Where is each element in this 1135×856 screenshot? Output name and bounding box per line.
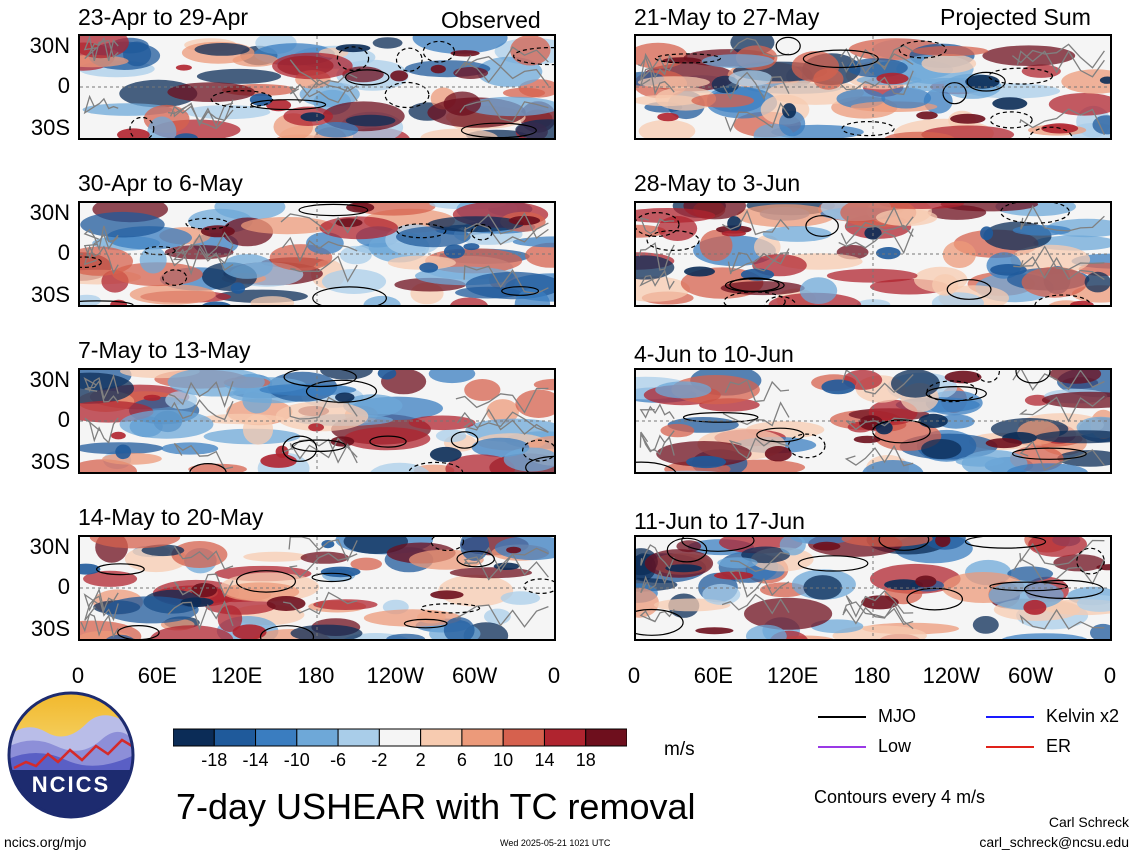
panel-title: 4-Jun to 10-Jun bbox=[634, 341, 794, 367]
legend-line-er bbox=[986, 746, 1034, 748]
y-tick-label: 30N bbox=[29, 33, 70, 58]
colorbar-box bbox=[585, 728, 628, 747]
legend-label-kelvin: Kelvin x2 bbox=[1046, 706, 1120, 726]
colorbar-box bbox=[213, 728, 257, 747]
footer-url: ncics.org/mjo bbox=[4, 834, 87, 850]
y-tick-label: 0 bbox=[57, 73, 70, 98]
map-panel bbox=[78, 368, 556, 474]
y-tick-label: 30S bbox=[30, 616, 70, 641]
colorbar-tick-label: -2 bbox=[371, 750, 388, 770]
panel-title: 30-Apr to 6-May bbox=[78, 170, 243, 196]
colorbar-box bbox=[296, 728, 339, 747]
x-tick-label: 120W bbox=[366, 663, 425, 688]
x-tick-label: 60W bbox=[1008, 663, 1054, 688]
y-tick-label: 0 bbox=[57, 407, 70, 432]
colorbar-tick-label: 18 bbox=[575, 750, 596, 770]
footer-email: carl_schreck@ncsu.edu bbox=[979, 834, 1129, 850]
panel-tag-observed: Observed bbox=[441, 7, 541, 33]
map-panel bbox=[78, 535, 556, 641]
x-tick-label: 0 bbox=[547, 663, 561, 688]
legend-label-er: ER bbox=[1046, 736, 1072, 756]
main-title: 7-day USHEAR with TC removal bbox=[176, 786, 696, 827]
panel-title: 11-Jun to 17-Jun bbox=[634, 508, 805, 534]
y-tick-label: 30S bbox=[30, 282, 70, 307]
y-tick-label: 0 bbox=[57, 574, 70, 599]
contour-note: Contours every 4 m/s bbox=[814, 787, 986, 807]
y-tick-label: 30N bbox=[29, 534, 70, 559]
map-shading bbox=[80, 36, 554, 138]
map-shading bbox=[636, 537, 1110, 639]
colorbar-tick-label: 2 bbox=[415, 750, 426, 770]
colorbar bbox=[172, 728, 628, 753]
colorbar-tick-label: 6 bbox=[456, 750, 467, 770]
x-tick-label: 60E bbox=[137, 663, 177, 688]
y-tick-label: 0 bbox=[57, 240, 70, 265]
y-tick-label: 30S bbox=[30, 115, 70, 140]
map-panel bbox=[634, 201, 1112, 307]
colorbar-box bbox=[420, 728, 463, 747]
logo-text: NCICS bbox=[31, 772, 111, 797]
map-panel bbox=[78, 201, 556, 307]
panel-tag-projected: Projected Sum bbox=[940, 4, 1091, 30]
panel-title: 28-May to 3-Jun bbox=[634, 170, 801, 196]
x-tick-label: 180 bbox=[297, 663, 335, 688]
colorbar-tick-label: 10 bbox=[493, 750, 514, 770]
panel-title: 23-Apr to 29-Apr bbox=[78, 4, 249, 30]
panel-title: 14-May to 20-May bbox=[78, 504, 264, 530]
x-tick-label: 120E bbox=[766, 663, 819, 688]
colorbar-tick-label: 14 bbox=[534, 750, 555, 770]
map-shading bbox=[80, 370, 554, 472]
legend-line-kelvin bbox=[986, 716, 1034, 718]
map-shading bbox=[636, 203, 1110, 305]
map-panel bbox=[78, 34, 556, 140]
map-shading bbox=[636, 36, 1110, 138]
x-tick-label: 0 bbox=[627, 663, 641, 688]
colorbar-box bbox=[461, 728, 504, 747]
legend-label-mjo: MJO bbox=[878, 706, 916, 726]
colorbar-tick-label: -14 bbox=[242, 750, 269, 770]
x-tick-label: 120E bbox=[210, 663, 263, 688]
x-tick-label: 0 bbox=[71, 663, 85, 688]
y-tick-label: 30N bbox=[29, 200, 70, 225]
footer-timestamp: Wed 2025-05-21 1021 UTC bbox=[500, 838, 611, 848]
x-tick-label: 0 bbox=[1103, 663, 1117, 688]
x-tick-label: 180 bbox=[853, 663, 891, 688]
map-panel bbox=[634, 368, 1112, 474]
y-tick-label: 30N bbox=[29, 367, 70, 392]
ncics-logo-icon bbox=[7, 691, 135, 819]
map-panel bbox=[634, 34, 1112, 140]
colorbar-tick-label: -6 bbox=[330, 750, 347, 770]
legend-line-mjo bbox=[818, 716, 866, 718]
colorbar-box bbox=[378, 728, 422, 747]
legend-label-low: Low bbox=[878, 736, 912, 756]
map-panel bbox=[634, 535, 1112, 641]
colorbar-tick-label: -18 bbox=[201, 750, 228, 770]
x-tick-label: 60W bbox=[452, 663, 498, 688]
colorbar-tick-label: -10 bbox=[283, 750, 310, 770]
panel-title: 7-May to 13-May bbox=[78, 337, 251, 363]
x-tick-label: 60E bbox=[693, 663, 733, 688]
panel-title: 21-May to 27-May bbox=[634, 4, 820, 30]
map-shading bbox=[636, 370, 1110, 472]
colorbar-box bbox=[255, 728, 298, 747]
y-tick-label: 30S bbox=[30, 449, 70, 474]
map-shading bbox=[80, 203, 554, 305]
colorbar-box bbox=[502, 728, 545, 747]
colorbar-units: m/s bbox=[664, 739, 695, 760]
ncics-logo: NCICS bbox=[6, 690, 136, 820]
colorbar-box bbox=[543, 728, 587, 747]
map-shading bbox=[80, 537, 554, 639]
x-tick-label: 120W bbox=[922, 663, 981, 688]
colorbar-box bbox=[337, 728, 380, 747]
colorbar-box bbox=[172, 728, 215, 747]
footer-author: Carl Schreck bbox=[1048, 814, 1129, 830]
legend-line-low bbox=[818, 746, 866, 748]
colorbar-boxes bbox=[172, 728, 628, 747]
